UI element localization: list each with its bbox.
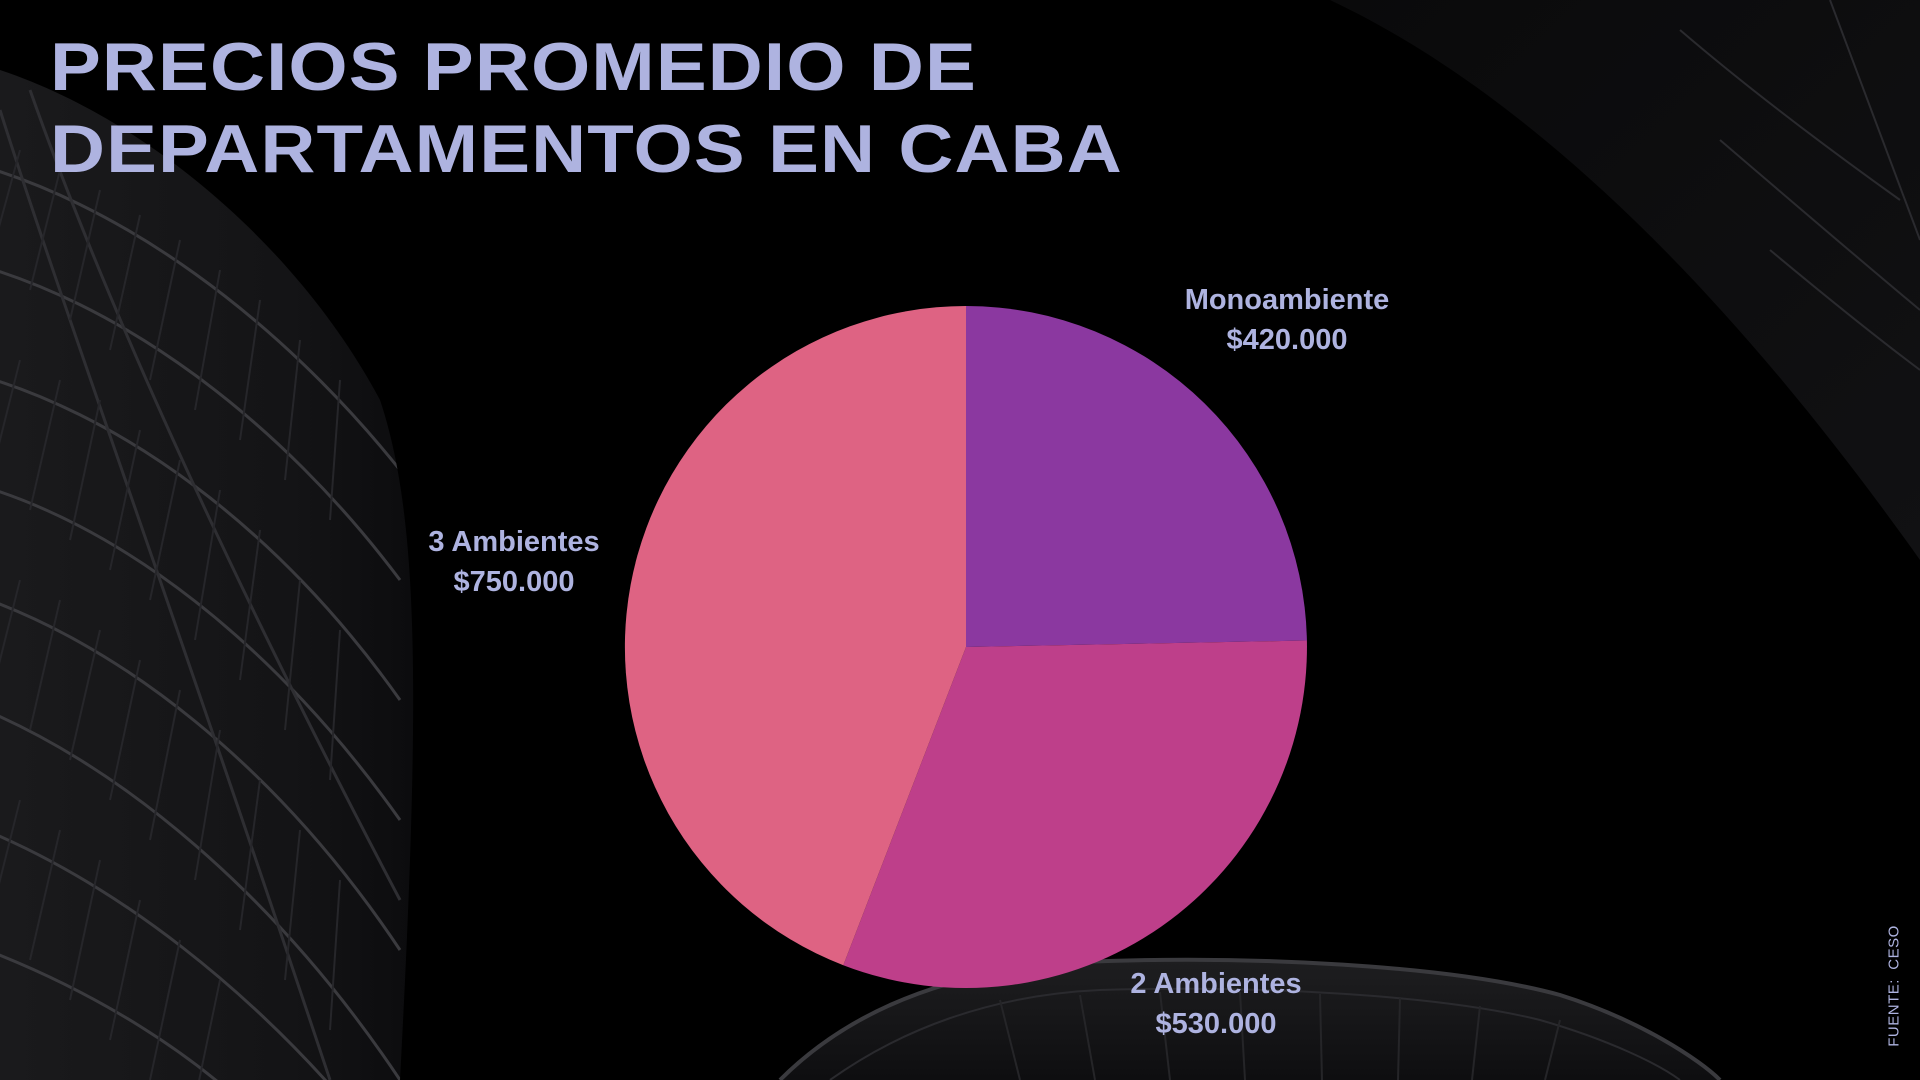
label-monoambiente-name: Monoambiente	[1184, 284, 1390, 316]
label-3-ambientes-name: 3 Ambientes	[428, 526, 600, 558]
pie-slice-2-ambientes[interactable]	[843, 640, 1307, 989]
label-monoambiente: Monoambiente $420.000	[1185, 280, 1390, 360]
chart-title-line-2: DEPARTAMENTOS EN CABA	[50, 111, 1123, 187]
label-2-ambientes: 2 Ambientes $530.000	[1130, 964, 1301, 1044]
label-2-ambientes-value: $530.000	[1155, 1008, 1277, 1040]
pie-slice-monoambiente[interactable]	[966, 306, 1307, 647]
label-monoambiente-value: $420.000	[1226, 324, 1348, 356]
pie-slice-3-ambientes[interactable]	[624, 306, 966, 966]
label-3-ambientes: 3 Ambientes $750.000	[428, 522, 599, 602]
chart-title: PRECIOS PROMEDIO DE DEPARTAMENTOS EN CAB…	[50, 26, 1123, 190]
source-note: FUENTE: CESO	[1885, 925, 1903, 1047]
label-3-ambientes-value: $750.000	[453, 566, 575, 598]
label-2-ambientes-name: 2 Ambientes	[1130, 968, 1302, 1000]
chart-title-line-1: PRECIOS PROMEDIO DE	[50, 29, 977, 105]
